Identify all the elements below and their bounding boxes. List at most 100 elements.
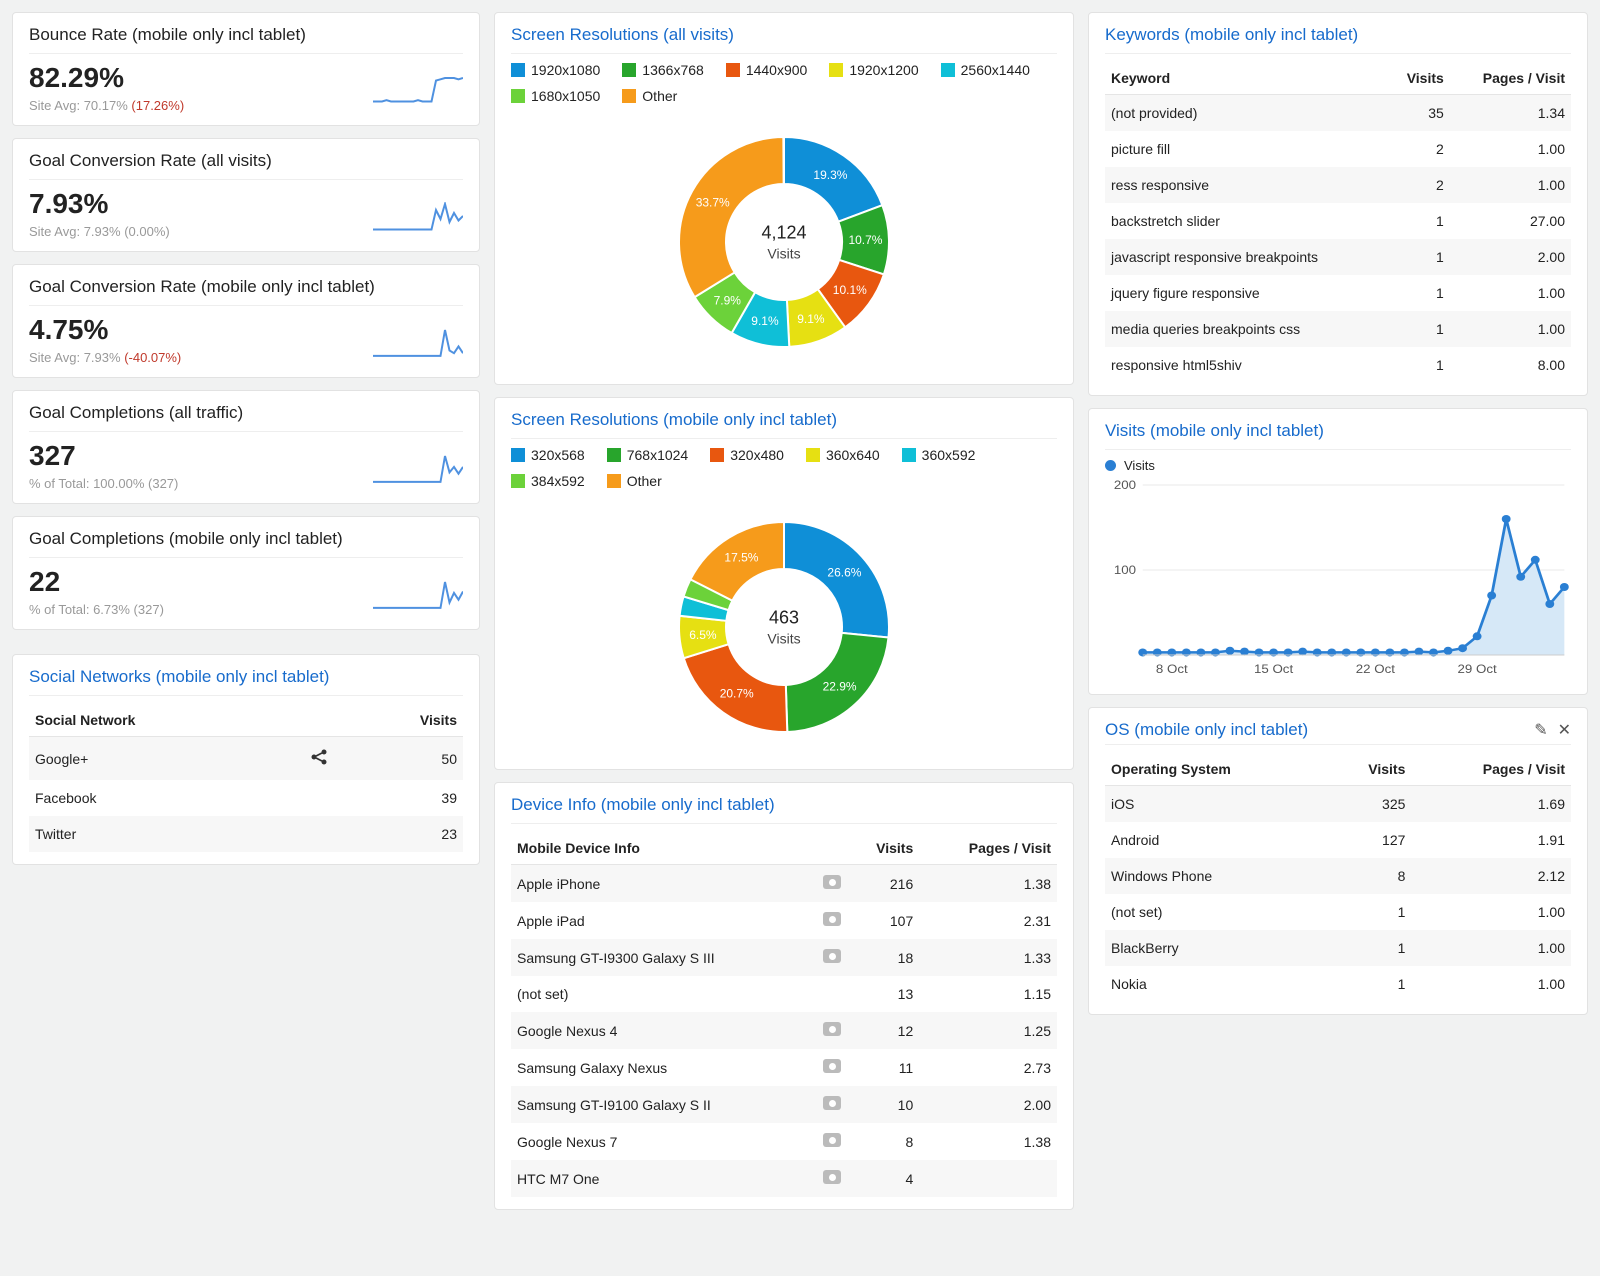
metric-value: 22: [29, 566, 164, 598]
table-row[interactable]: media queries breakpoints css11.00: [1105, 311, 1571, 347]
metric-card: Goal Conversion Rate (mobile only incl t…: [12, 264, 480, 378]
table-row[interactable]: Google+50: [29, 737, 463, 781]
table-row[interactable]: Twitter23: [29, 816, 463, 852]
legend-item[interactable]: 360x592: [902, 447, 976, 463]
chart-point[interactable]: [1473, 632, 1482, 640]
metric-site-avg: Site Avg: 7.93% (0.00%): [29, 224, 170, 239]
metric-value: 4.75%: [29, 314, 181, 346]
legend-item[interactable]: 1440x900: [726, 62, 808, 78]
col-visits: Visits: [1328, 753, 1411, 786]
table-row[interactable]: ress responsive21.00: [1105, 167, 1571, 203]
table-row[interactable]: HTC M7 One 4: [511, 1160, 1057, 1197]
metric-card: Goal Completions (mobile only incl table…: [12, 516, 480, 630]
donut-center-label: Visits: [767, 631, 800, 647]
sparkline: [373, 76, 463, 113]
col-visits: Visits: [1387, 62, 1450, 95]
legend-item[interactable]: 384x592: [511, 473, 585, 489]
chart-point[interactable]: [1298, 648, 1307, 656]
table-row[interactable]: Windows Phone82.12: [1105, 858, 1571, 894]
table-row[interactable]: Facebook39: [29, 780, 463, 816]
col-ppv: Pages / Visit: [1450, 62, 1571, 95]
table-row[interactable]: jquery figure responsive11.00: [1105, 275, 1571, 311]
svg-text:8 Oct: 8 Oct: [1156, 663, 1188, 676]
metric-site-avg: % of Total: 100.00% (327): [29, 476, 178, 491]
table-row[interactable]: Apple iPad 107 2.31: [511, 902, 1057, 939]
chart-point[interactable]: [1502, 515, 1511, 523]
slice-label: 9.1%: [751, 314, 779, 328]
table-row[interactable]: BlackBerry11.00: [1105, 930, 1571, 966]
table-row[interactable]: (not set) 13 1.15: [511, 976, 1057, 1012]
legend-item[interactable]: 320x480: [710, 447, 784, 463]
metric-title: Goal Conversion Rate (mobile only incl t…: [29, 277, 463, 297]
chart-point[interactable]: [1560, 583, 1569, 591]
chart-point[interactable]: [1531, 556, 1540, 564]
table-row[interactable]: Apple iPhone 216 1.38: [511, 865, 1057, 903]
device-table: Mobile Device Info Visits Pages / Visit …: [511, 832, 1057, 1197]
legend-swatch-icon: [607, 474, 621, 488]
table-row[interactable]: Google Nexus 7 8 1.38: [511, 1123, 1057, 1160]
slice-label: 17.5%: [724, 551, 758, 565]
legend-item[interactable]: 2560x1440: [941, 62, 1030, 78]
table-row[interactable]: Android1271.91: [1105, 822, 1571, 858]
share-icon: [309, 747, 329, 767]
visits-chart-card: Visits (mobile only incl tablet) Visits …: [1088, 408, 1588, 695]
table-row[interactable]: backstretch slider127.00: [1105, 203, 1571, 239]
camera-icon: [823, 875, 841, 889]
chart-point[interactable]: [1487, 592, 1496, 600]
col-keyword: Keyword: [1105, 62, 1387, 95]
legend-item[interactable]: Other: [622, 88, 677, 104]
table-row[interactable]: javascript responsive breakpoints12.00: [1105, 239, 1571, 275]
table-row[interactable]: Samsung Galaxy Nexus 11 2.73: [511, 1049, 1057, 1086]
social-networks-card: Social Networks (mobile only incl tablet…: [12, 654, 480, 865]
metric-title: Goal Conversion Rate (all visits): [29, 151, 463, 171]
chart-point[interactable]: [1415, 648, 1424, 656]
legend-item[interactable]: 768x1024: [607, 447, 689, 463]
card-title: Device Info (mobile only incl tablet): [511, 795, 1057, 815]
legend-item[interactable]: 1920x1080: [511, 62, 600, 78]
legend-item[interactable]: 1366x768: [622, 62, 704, 78]
table-row[interactable]: Google Nexus 4 12 1.25: [511, 1012, 1057, 1049]
chart-point[interactable]: [1545, 600, 1554, 608]
col-social: Social Network: [29, 704, 303, 737]
chart-point[interactable]: [1516, 573, 1525, 581]
chart-point[interactable]: [1226, 647, 1235, 655]
table-row[interactable]: iOS3251.69: [1105, 786, 1571, 823]
legend-item[interactable]: Other: [607, 473, 662, 489]
svg-text:200: 200: [1114, 479, 1136, 492]
legend-item[interactable]: 320x568: [511, 447, 585, 463]
slice-label: 26.6%: [827, 565, 861, 579]
chart-point[interactable]: [1240, 648, 1249, 656]
col-ppv: Pages / Visit: [919, 832, 1057, 865]
table-row[interactable]: responsive html5shiv18.00: [1105, 347, 1571, 383]
slice-label: 7.9%: [714, 294, 742, 308]
slice-label: 10.1%: [833, 283, 867, 297]
table-row[interactable]: Samsung GT-I9100 Galaxy S II 10 2.00: [511, 1086, 1057, 1123]
camera-icon: [823, 912, 841, 926]
chart-point[interactable]: [1444, 647, 1453, 655]
table-row[interactable]: picture fill21.00: [1105, 131, 1571, 167]
close-icon[interactable]: ✕: [1558, 720, 1571, 740]
legend-swatch-icon: [726, 63, 740, 77]
camera-icon: [823, 1096, 841, 1110]
metric-site-avg: % of Total: 6.73% (327): [29, 602, 164, 617]
svg-text:29 Oct: 29 Oct: [1458, 663, 1498, 676]
donut-slice[interactable]: [679, 137, 784, 297]
camera-icon: [823, 1133, 841, 1147]
chart-point[interactable]: [1458, 644, 1467, 652]
os-card: OS (mobile only incl tablet) ✎ ✕ Operati…: [1088, 707, 1588, 1015]
os-table: Operating System Visits Pages / Visit iO…: [1105, 753, 1571, 1002]
legend-item[interactable]: 1680x1050: [511, 88, 600, 104]
edit-icon[interactable]: ✎: [1534, 720, 1547, 740]
slice-label: 19.3%: [813, 168, 847, 182]
legend-swatch-icon: [622, 89, 636, 103]
legend-item[interactable]: 360x640: [806, 447, 880, 463]
table-row[interactable]: Samsung GT-I9300 Galaxy S III 18 1.33: [511, 939, 1057, 976]
donut-center-count: 463: [767, 608, 800, 629]
metric-card: Bounce Rate (mobile only incl tablet) 82…: [12, 12, 480, 126]
table-row[interactable]: (not provided)351.34: [1105, 95, 1571, 132]
slice-label: 22.9%: [823, 680, 857, 694]
table-row[interactable]: (not set)11.00: [1105, 894, 1571, 930]
legend-item[interactable]: 1920x1200: [829, 62, 918, 78]
legend-swatch-icon: [710, 448, 724, 462]
table-row[interactable]: Nokia11.00: [1105, 966, 1571, 1002]
